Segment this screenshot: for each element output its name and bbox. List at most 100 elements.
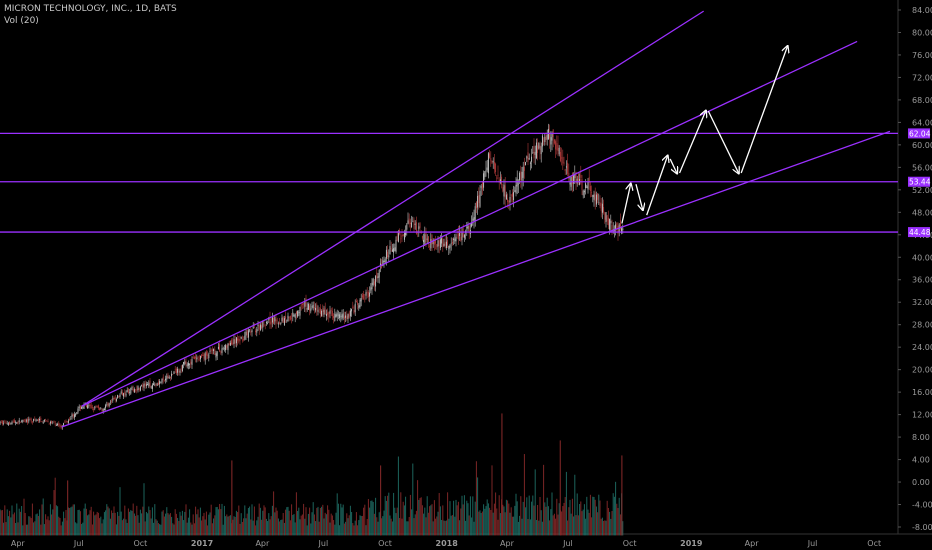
volume-bar: [35, 514, 37, 536]
volume-bar: [354, 520, 356, 536]
volume-bar: [293, 514, 295, 536]
volume-bar: [190, 522, 192, 536]
volume-bar: [364, 504, 366, 536]
candle-body: [291, 317, 293, 319]
volume-bar: [366, 519, 368, 536]
volume-bar: [270, 516, 272, 536]
candle-body: [567, 162, 569, 174]
candle-body: [389, 246, 391, 255]
x-tick-label: Jul: [807, 539, 818, 548]
volume-bar: [543, 464, 545, 536]
candle-body: [75, 414, 77, 416]
volume-bar: [582, 509, 584, 536]
candle-body: [471, 223, 473, 227]
candle-body: [346, 316, 348, 320]
lower-channel-trendline[interactable]: [61, 130, 891, 428]
candle-body: [295, 311, 297, 315]
projection-arrow[interactable]: [621, 184, 631, 224]
candle-body: [421, 235, 423, 239]
candle-body: [447, 239, 449, 246]
candle-body: [503, 184, 505, 197]
volume-bar: [181, 510, 183, 536]
volume-bar: [123, 518, 125, 536]
volume-bar: [107, 506, 109, 536]
x-tick-label: Jul: [562, 539, 573, 548]
candle-body: [619, 220, 621, 229]
projection-arrow[interactable]: [678, 111, 706, 174]
volume-bar: [154, 504, 156, 536]
candle-body: [287, 315, 289, 322]
volume-bar: [133, 513, 135, 536]
volume-bar: [587, 509, 589, 536]
volume-bar: [149, 510, 151, 536]
volume-bar: [597, 512, 599, 536]
volume-bar: [81, 523, 83, 536]
candle-body: [439, 239, 441, 248]
candle-body: [115, 398, 117, 401]
candle-body: [288, 317, 290, 319]
volume-bar: [160, 524, 162, 536]
volume-bar: [221, 503, 223, 536]
volume-bar: [27, 524, 29, 536]
projection-arrow[interactable]: [740, 47, 787, 174]
candle-body: [149, 380, 151, 388]
volume-bar: [562, 506, 564, 536]
candle-body: [184, 361, 186, 365]
volume-bar: [36, 513, 38, 536]
candle-body: [18, 420, 20, 422]
projection-arrow[interactable]: [646, 156, 668, 216]
volume-bar: [384, 496, 386, 536]
volume-bar: [571, 498, 573, 536]
x-tick-label: Apr: [11, 539, 26, 548]
volume-bar: [471, 517, 473, 536]
volume-bar: [443, 520, 445, 536]
volume-bar: [550, 509, 552, 536]
candle-body: [340, 316, 342, 317]
volume-bar: [298, 507, 300, 536]
volume-bar: [424, 507, 426, 536]
projection-arrow[interactable]: [707, 110, 738, 173]
candle-body: [87, 405, 89, 409]
candle-body: [562, 156, 564, 164]
candle-body: [281, 317, 283, 322]
volume-bar: [483, 504, 485, 536]
candle-body: [1, 420, 3, 424]
volume-bar: [220, 509, 222, 536]
candle-body: [71, 414, 73, 418]
projection-arrow[interactable]: [669, 158, 677, 173]
volume-bar: [280, 519, 282, 536]
volume-bar: [591, 517, 593, 536]
volume-bar: [263, 505, 265, 536]
volume-bar: [151, 507, 153, 536]
candle-body: [365, 292, 367, 296]
candle-body: [534, 151, 536, 155]
volume-bar: [310, 523, 312, 536]
candle-body: [546, 134, 548, 140]
candle-body: [166, 376, 168, 380]
candle-body: [11, 422, 13, 425]
volume-bar: [204, 519, 206, 536]
candle-body: [363, 294, 365, 299]
volume-bar: [209, 512, 211, 536]
volume-bar: [552, 515, 554, 536]
candle-body: [612, 229, 614, 233]
candle-body: [127, 388, 129, 393]
volume-bar: [279, 521, 281, 536]
volume-bar: [115, 524, 117, 536]
volume-bar: [207, 525, 209, 536]
candle-body: [583, 191, 585, 193]
volume-bar: [49, 504, 51, 536]
candle-body: [517, 183, 519, 185]
volume-bar: [222, 524, 224, 536]
candle-body: [574, 174, 576, 179]
middle-channel-trendline[interactable]: [81, 40, 858, 407]
upper-channel-trendline[interactable]: [81, 10, 705, 407]
candle-body: [521, 171, 523, 181]
volume-bar: [172, 523, 174, 536]
candle-body: [25, 420, 27, 422]
volume-bar: [276, 510, 278, 536]
projection-arrow[interactable]: [635, 184, 643, 209]
candle-body: [438, 240, 440, 246]
candle-body: [101, 409, 103, 411]
